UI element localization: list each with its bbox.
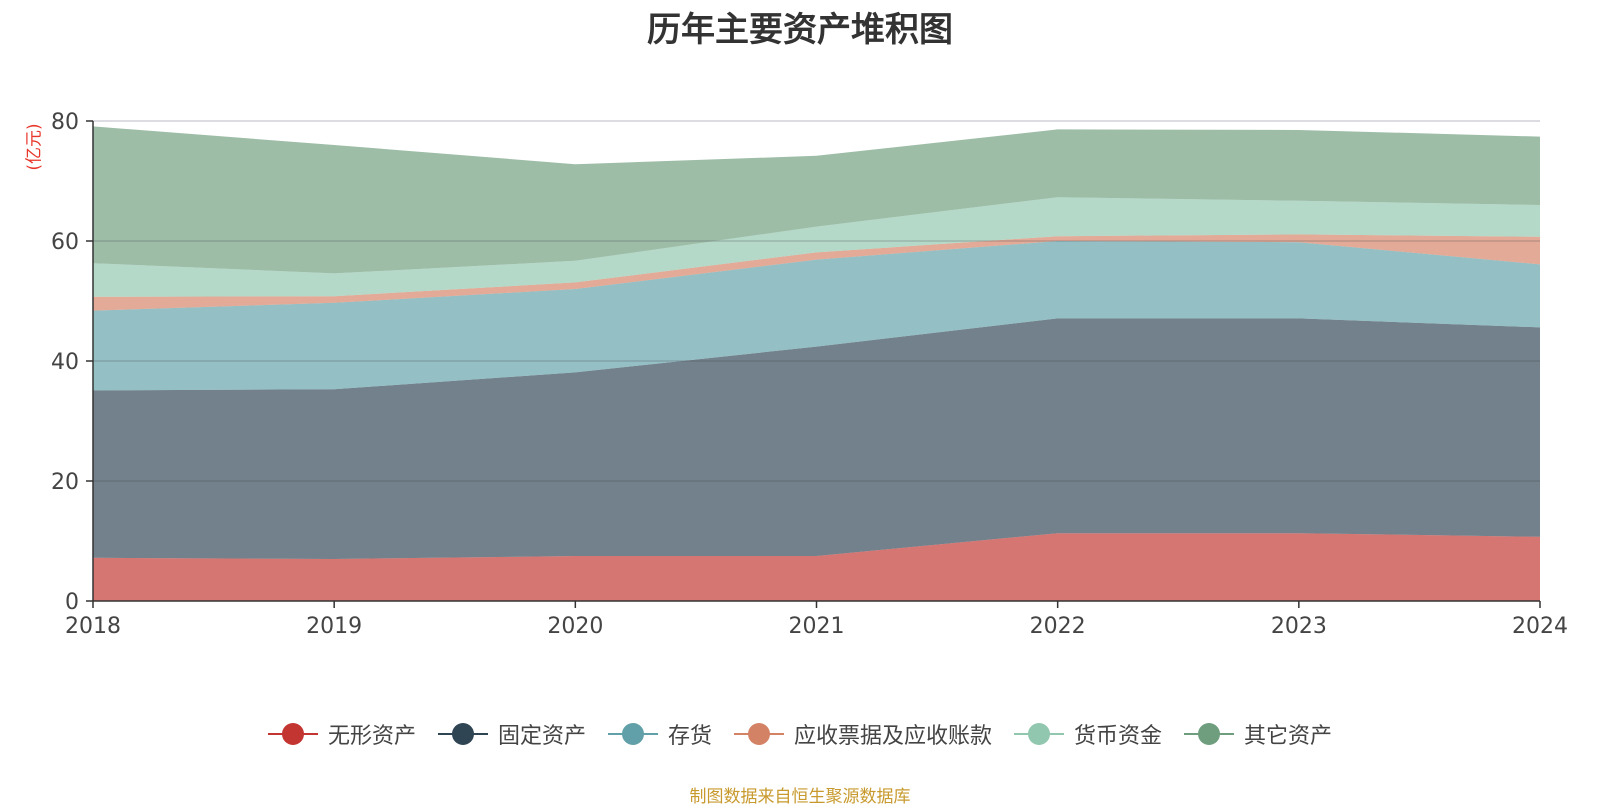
legend: 无形资产 固定资产 存货 应收票据及应收账款 货币资金 其它资产 (0, 718, 1600, 750)
x-tick-label-2022: 2022 (1030, 614, 1086, 639)
legend-item-1[interactable]: 无形资产 (267, 718, 416, 750)
x-tick-label-2020: 2020 (547, 614, 603, 639)
legend-label: 货币资金 (1074, 724, 1163, 749)
legend-label: 无形资产 (327, 724, 416, 749)
legend-item-3[interactable]: 存货 (607, 718, 712, 750)
grid-lines (93, 120, 1540, 482)
legend-marker-icon (1184, 723, 1235, 745)
area-series-4 (93, 234, 1540, 311)
y-tick-label-20: 20 (51, 470, 79, 495)
legend-item-2[interactable]: 固定资产 (437, 718, 586, 750)
x-tick-label-2021: 2021 (789, 614, 845, 639)
legend-marker-icon (437, 723, 488, 745)
area-series-1 (93, 533, 1540, 601)
x-tick-label-2024: 2024 (1512, 614, 1568, 639)
y-tick-label-60: 60 (51, 230, 79, 255)
legend-label: 固定资产 (497, 724, 586, 749)
area-series-6 (93, 126, 1540, 274)
legend-marker-dot (621, 723, 644, 745)
area-series-3 (93, 241, 1540, 391)
legend-label: 存货 (667, 724, 712, 749)
x-tick-label-2019: 2019 (306, 614, 362, 639)
legend-item-4[interactable]: 应收票据及应收账款 (734, 718, 992, 750)
axes: 0 20 40 60 80 2018 2019 2020 2021 2022 2023 2024 (51, 110, 1568, 639)
legend-label: 应收票据及应收账款 (794, 724, 993, 749)
legend-marker-icon (267, 723, 318, 745)
legend-marker-dot (451, 723, 474, 745)
y-tick-label-40: 40 (51, 350, 79, 375)
legend-item-6[interactable]: 其它资产 (1184, 718, 1332, 750)
y-tick-label-80: 80 (51, 110, 79, 135)
x-tick-label-2018: 2018 (65, 614, 121, 639)
x-tick-label-2023: 2023 (1271, 614, 1327, 639)
data-source-note: 制图数据来自恒生聚源数据库 (689, 787, 911, 807)
legend-marker-icon (607, 723, 658, 745)
legend-marker-dot (748, 723, 770, 745)
legend-marker-icon (734, 723, 784, 745)
legend-marker-dot (281, 723, 304, 745)
chart-title: 历年主要资产堆积图 (647, 10, 953, 50)
y-tick-label-0: 0 (65, 590, 79, 615)
legend-item-5[interactable]: 货币资金 (1014, 718, 1162, 750)
area-series (93, 126, 1540, 601)
legend-marker-dot (1198, 723, 1221, 745)
area-series-2 (93, 318, 1540, 559)
legend-marker-dot (1028, 723, 1051, 745)
legend-marker-icon (1014, 723, 1065, 745)
legend-label: 其它资产 (1244, 724, 1333, 749)
area-series-5 (93, 197, 1540, 297)
